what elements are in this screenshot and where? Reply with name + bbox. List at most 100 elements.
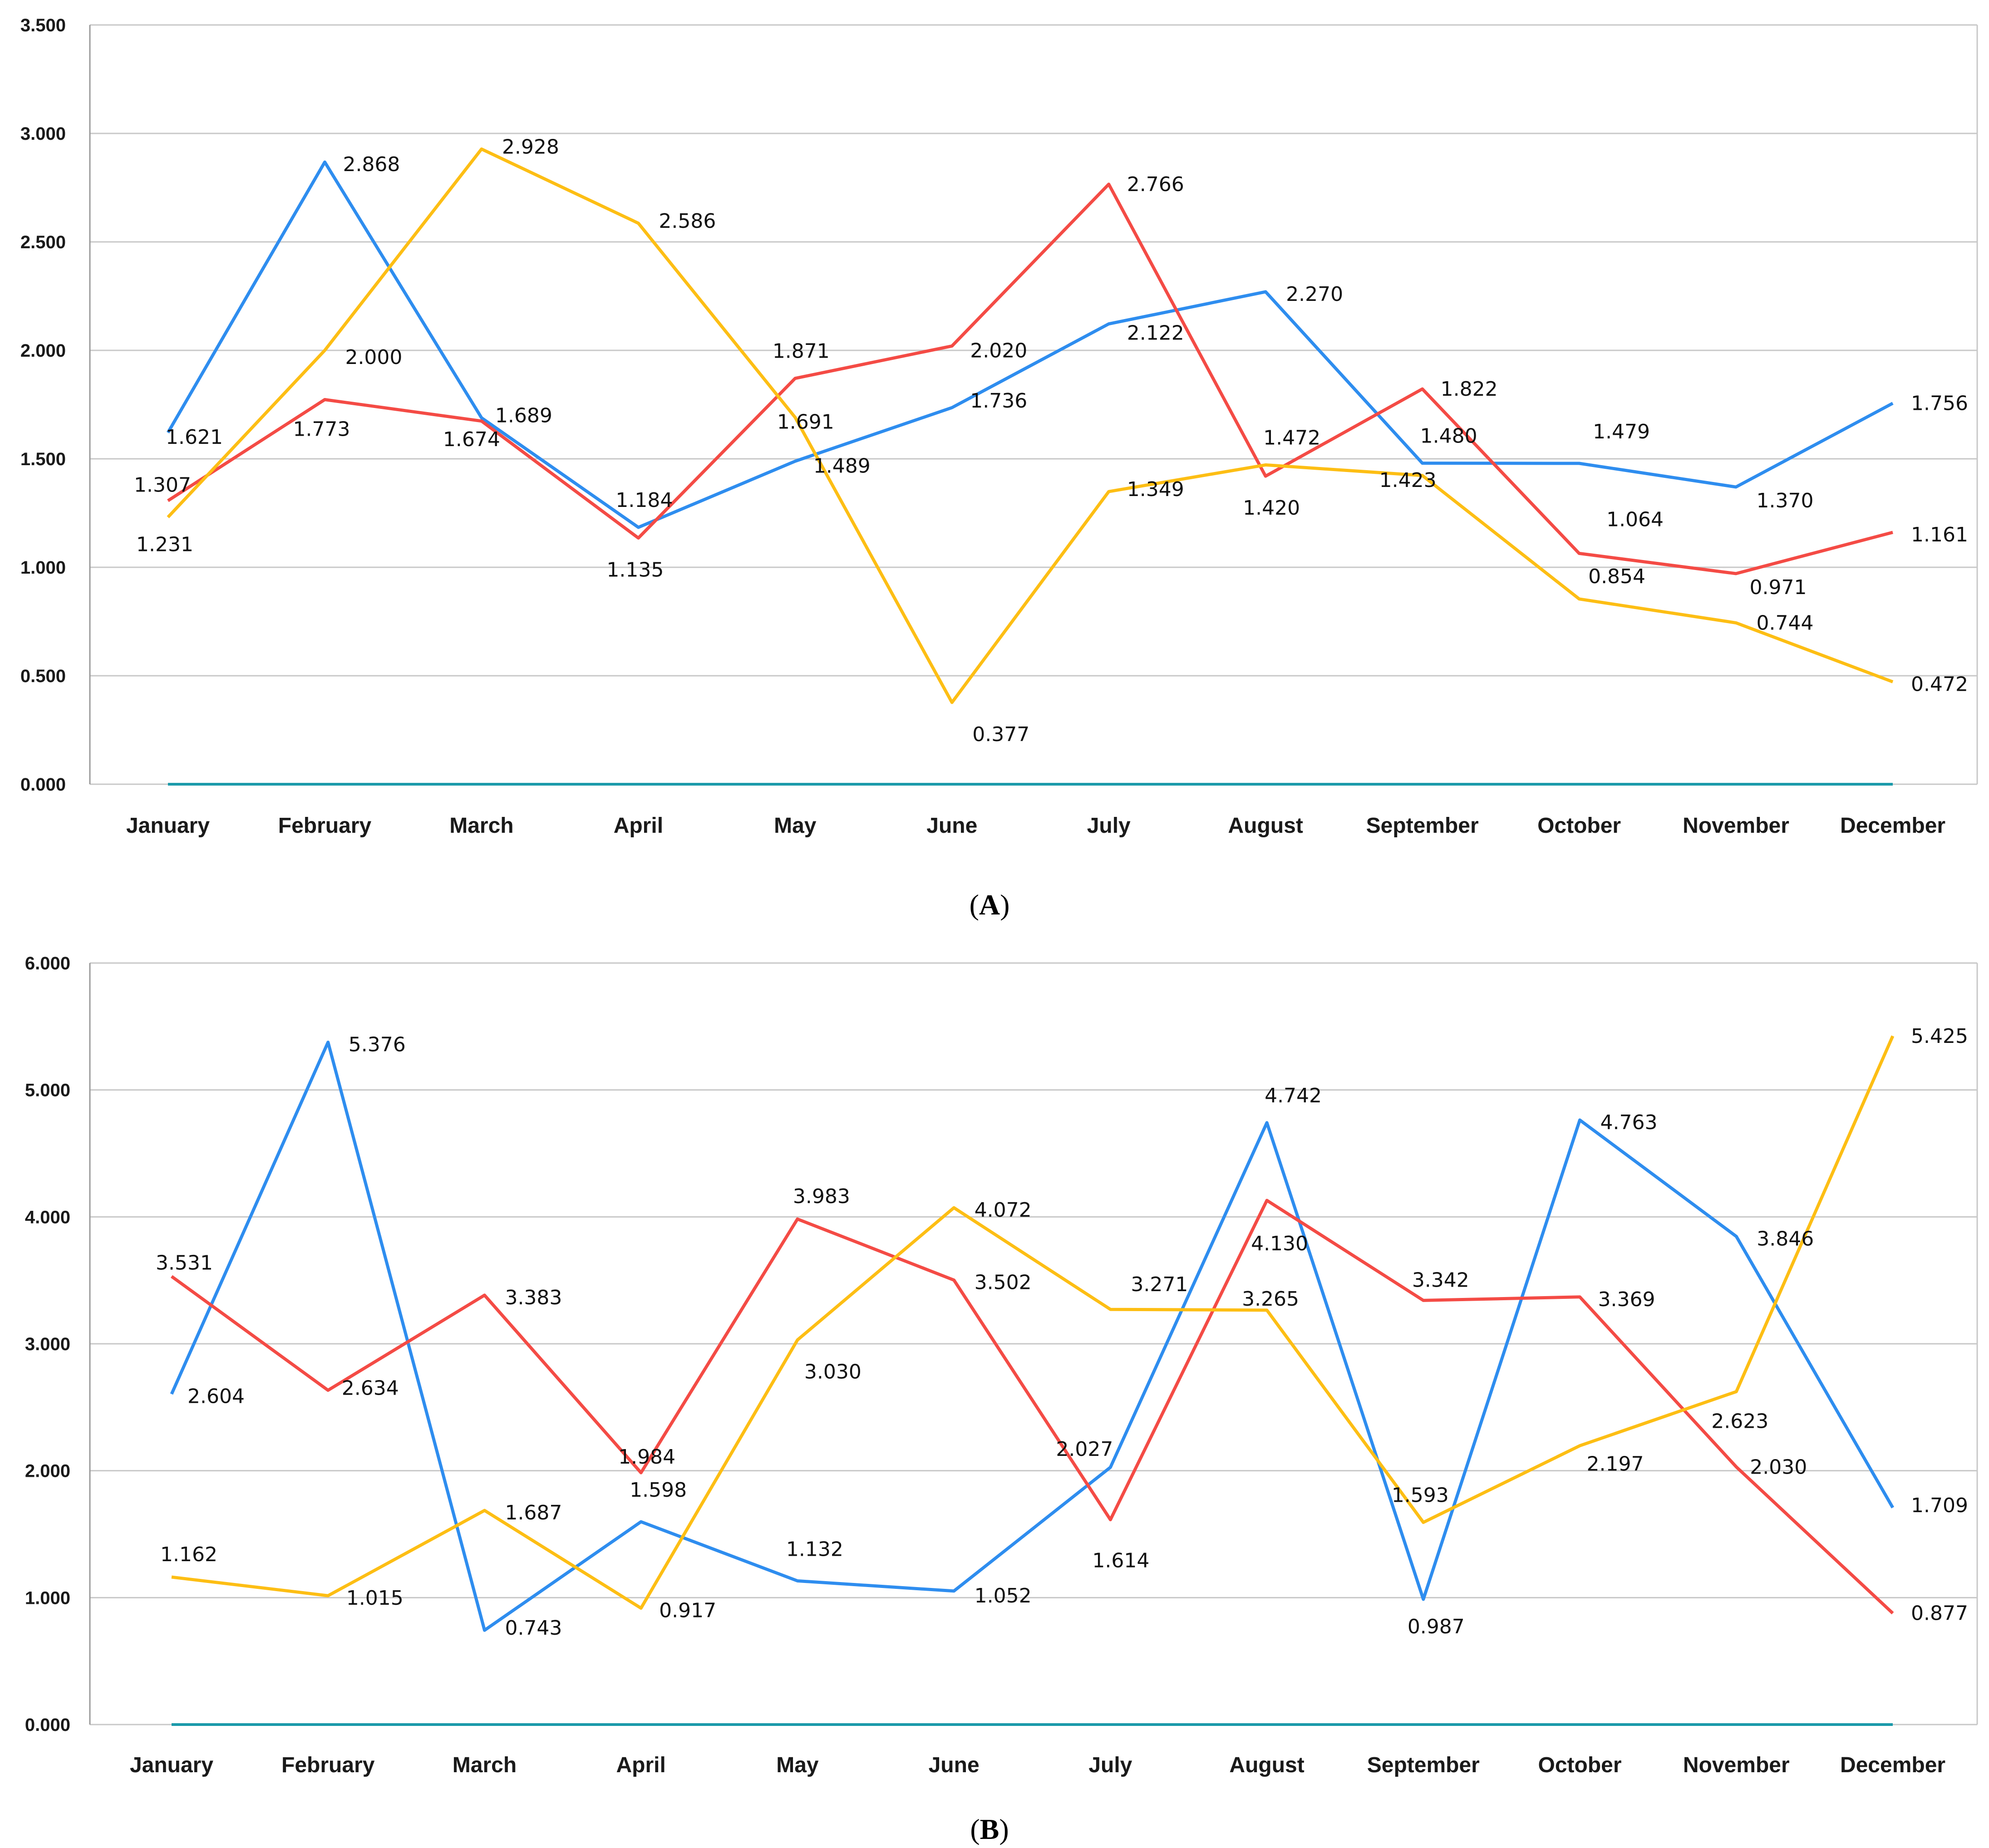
data-label-blue: 1.479 (1593, 420, 1650, 443)
x-tick-label: September (1367, 1753, 1480, 1777)
data-label-red: 3.369 (1598, 1288, 1655, 1311)
data-label-blue: 2.122 (1127, 322, 1184, 345)
data-label-yellow: 1.231 (136, 533, 193, 556)
x-tick-label: January (130, 1753, 213, 1777)
data-label-red: 1.135 (606, 558, 664, 581)
data-label-yellow: 1.015 (346, 1587, 404, 1610)
y-tick-label: 2.000 (25, 1461, 70, 1481)
data-label-red: 1.984 (618, 1445, 675, 1469)
y-tick-label: 6.000 (25, 953, 70, 973)
data-label-yellow: 3.271 (1131, 1273, 1188, 1296)
data-label-blue: 1.132 (786, 1538, 843, 1561)
data-label-yellow: 0.377 (972, 723, 1029, 746)
data-label-blue: 5.376 (349, 1033, 406, 1057)
data-label-blue: 2.270 (1286, 283, 1343, 306)
data-label-blue: 2.868 (343, 153, 400, 176)
x-tick-label: June (926, 814, 977, 838)
x-tick-label: August (1228, 814, 1303, 838)
data-label-yellow: 1.423 (1379, 469, 1437, 492)
data-label-yellow: 0.917 (659, 1599, 716, 1622)
series-line-yellow (167, 147, 1894, 704)
series-line-blue (170, 1041, 1895, 1632)
series-line-blue (166, 160, 1894, 529)
data-label-blue: 1.184 (615, 489, 673, 512)
data-label-blue: 1.736 (970, 389, 1027, 413)
data-label-yellow: 1.687 (505, 1501, 562, 1524)
data-label-red: 3.531 (156, 1251, 213, 1274)
data-label-blue: 4.763 (1600, 1111, 1658, 1134)
series-line-red (170, 1199, 1894, 1615)
data-label-yellow: 3.030 (804, 1361, 862, 1384)
data-label-red: 1.674 (443, 428, 500, 451)
data-label-blue: 1.621 (166, 426, 223, 449)
x-tick-label: May (774, 814, 817, 838)
data-label-yellow: 5.425 (1911, 1025, 1968, 1048)
y-tick-label: 0.000 (20, 775, 66, 795)
data-label-yellow: 0.472 (1911, 673, 1968, 696)
chart-b: 0.000 1.000 2.000 3.000 4.000 5.000 6.000 Janua… (25, 953, 1978, 1777)
data-label-yellow: 1.691 (777, 411, 834, 434)
data-label-yellow: 2.586 (659, 210, 716, 233)
y-tick-label: 1.000 (20, 558, 66, 578)
data-label-red: 0.877 (1911, 1602, 1968, 1625)
data-label-red: 1.064 (1606, 508, 1664, 531)
x-tick-label: May (776, 1753, 819, 1777)
y-tick-label: 0.500 (20, 666, 66, 686)
y-tick-label: 1.000 (25, 1588, 70, 1608)
y-tick-label: 0.000 (25, 1715, 70, 1735)
data-label-red: 2.030 (1750, 1455, 1807, 1479)
x-tick-label: April (616, 1753, 666, 1777)
data-label-red: 3.502 (975, 1271, 1032, 1294)
y-tick-label: 4.000 (25, 1207, 70, 1227)
y-tick-label: 3.500 (20, 15, 66, 35)
series-line-yellow (171, 1035, 1895, 1610)
x-tick-label: August (1229, 1753, 1304, 1777)
data-label-blue: 0.743 (505, 1617, 562, 1640)
x-tick-label: February (281, 1753, 375, 1777)
data-label-red: 2.766 (1127, 173, 1184, 196)
data-label-red: 3.342 (1412, 1268, 1469, 1292)
data-label-yellow: 2.197 (1587, 1453, 1644, 1476)
x-tick-label: December (1840, 1753, 1945, 1777)
data-label-blue: 2.604 (187, 1385, 245, 1408)
x-tick-label: October (1538, 1753, 1622, 1777)
panel-label-a: (A) (970, 889, 1010, 921)
panel-label-b: (B) (970, 1813, 1009, 1845)
data-label-yellow: 2.000 (345, 346, 402, 369)
data-label-yellow: 1.472 (1263, 426, 1320, 449)
panel-label-a-letter: A (979, 889, 1000, 921)
x-tick-label: July (1087, 814, 1131, 838)
data-label-blue: 2.027 (1056, 1438, 1113, 1461)
data-label-yellow: 0.744 (1757, 611, 1814, 634)
x-tick-label: November (1683, 1753, 1790, 1777)
data-label-yellow: 1.349 (1127, 478, 1184, 501)
y-tick-label: 3.000 (20, 124, 66, 144)
data-label-yellow: 2.928 (502, 135, 559, 158)
data-label-red: 2.020 (970, 339, 1027, 362)
x-tick-label: June (929, 1753, 980, 1777)
data-label-yellow: 2.623 (1711, 1410, 1768, 1433)
data-label-blue: 1.370 (1757, 489, 1814, 512)
data-label-red: 1.871 (773, 340, 830, 363)
data-label-blue: 1.756 (1911, 392, 1968, 415)
data-label-yellow: 3.265 (1242, 1288, 1299, 1311)
data-label-blue: 0.987 (1408, 1615, 1465, 1638)
data-label-red: 1.773 (293, 418, 350, 441)
data-label-blue: 3.846 (1757, 1227, 1814, 1250)
data-label-yellow: 1.593 (1392, 1484, 1449, 1507)
data-label-red: 1.614 (1092, 1549, 1149, 1573)
x-tick-label: September (1366, 814, 1479, 838)
x-tick-label: March (449, 814, 513, 838)
data-label-blue: 1.709 (1911, 1494, 1968, 1517)
x-tick-label: December (1840, 814, 1945, 838)
data-label-red: 1.307 (134, 473, 191, 496)
data-label-red: 4.130 (1251, 1232, 1308, 1255)
data-label-blue: 1.489 (813, 454, 871, 477)
data-label-yellow: 0.854 (1588, 565, 1645, 588)
data-label-blue: 1.052 (975, 1584, 1032, 1607)
data-label-blue: 1.689 (495, 404, 552, 428)
x-tick-label: February (278, 814, 372, 838)
data-label-red: 2.634 (342, 1376, 399, 1400)
chart-a: 0.000 0.500 1.000 1.500 2.000 2.500 3.000 3.500… (20, 15, 1978, 838)
